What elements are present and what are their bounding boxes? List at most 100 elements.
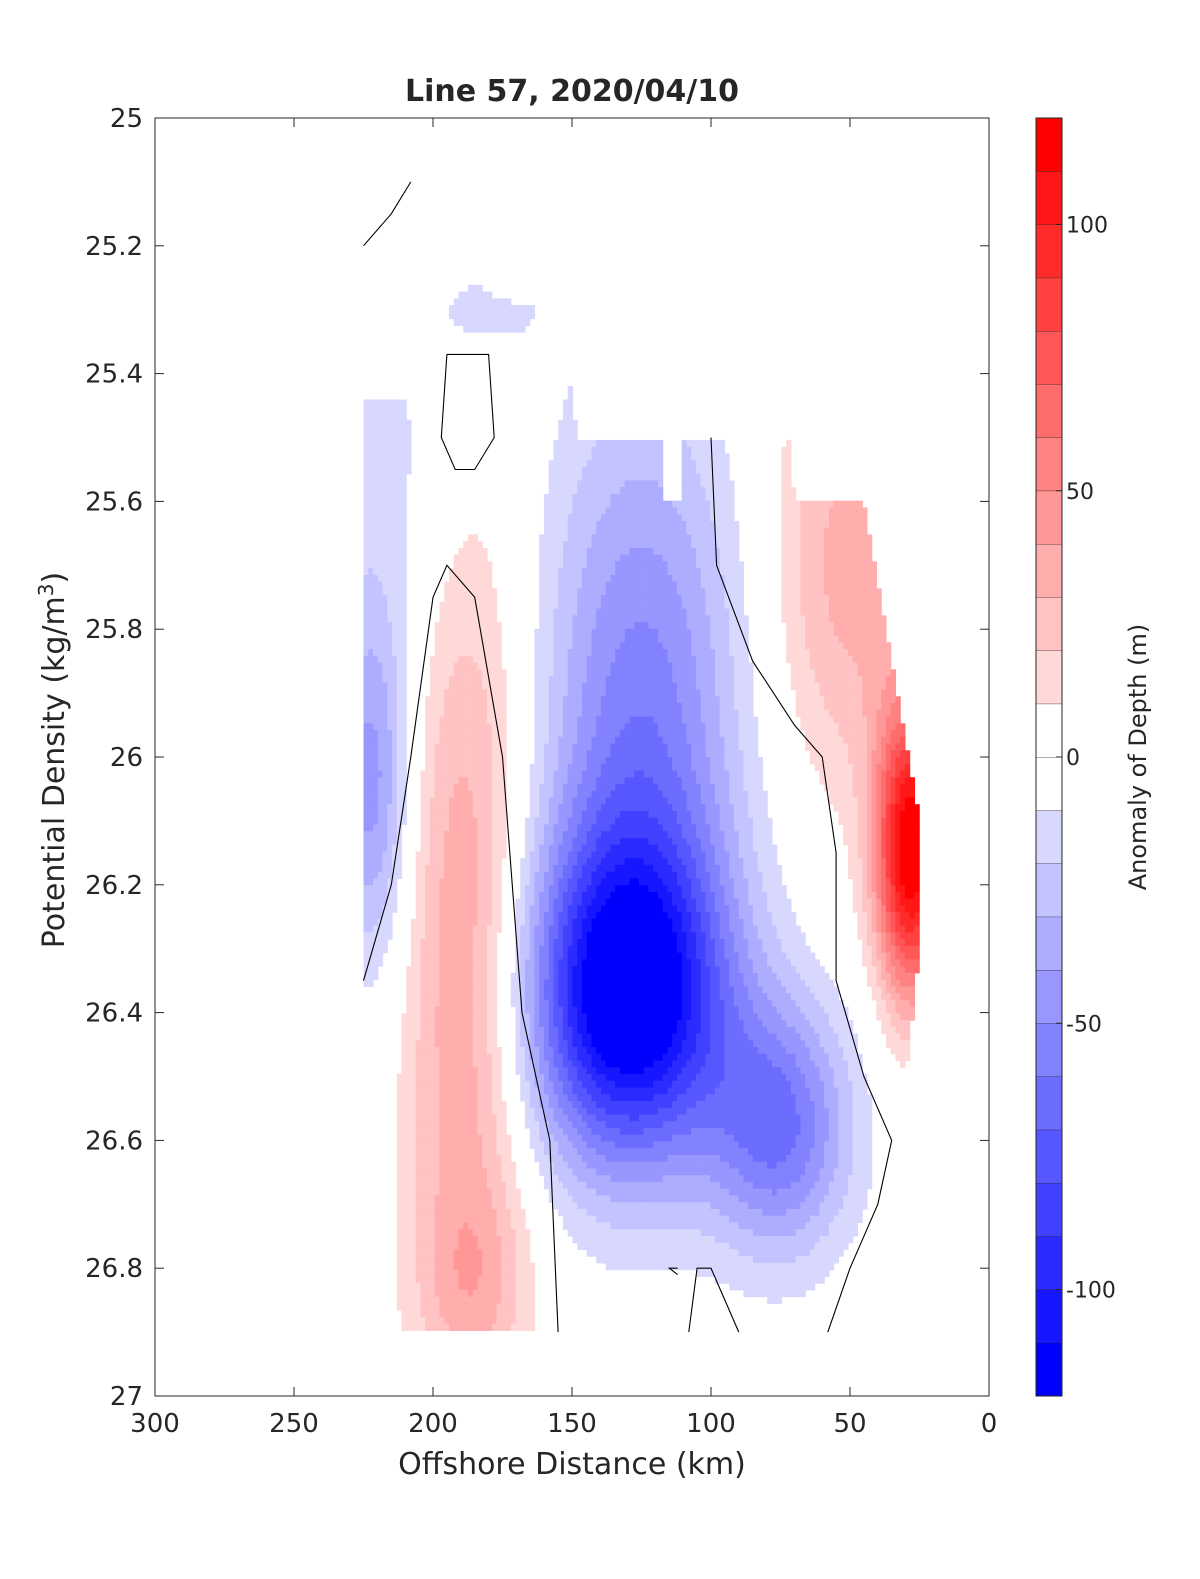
field-cell xyxy=(392,642,398,650)
field-cell xyxy=(382,601,388,610)
field-cell xyxy=(581,837,588,846)
field-cell xyxy=(420,1310,426,1318)
field-cell xyxy=(501,804,507,812)
field-cell xyxy=(392,810,398,819)
field-cell xyxy=(591,945,597,954)
field-cell xyxy=(534,676,540,684)
field-cell xyxy=(453,1020,460,1028)
field-cell xyxy=(596,1020,602,1028)
field-cell xyxy=(467,318,474,326)
field-cell xyxy=(505,1188,512,1197)
filled-contour-field xyxy=(363,284,920,1331)
field-cell xyxy=(600,1087,607,1095)
field-cell xyxy=(482,1316,488,1325)
field-cell xyxy=(406,1101,412,1109)
field-cell xyxy=(453,783,460,792)
field-cell xyxy=(382,534,388,542)
field-cell xyxy=(382,939,388,947)
field-cell xyxy=(491,1141,498,1149)
field-cell xyxy=(377,939,384,947)
field-cell xyxy=(596,790,602,799)
field-cell xyxy=(373,810,379,819)
field-cell xyxy=(467,851,474,859)
field-cell xyxy=(482,1168,488,1176)
field-cell xyxy=(444,851,450,859)
field-cell xyxy=(401,689,407,697)
field-cell xyxy=(448,311,455,320)
field-cell xyxy=(558,783,564,792)
field-cell xyxy=(453,939,460,947)
field-cell xyxy=(401,1316,407,1325)
field-cell xyxy=(439,1256,445,1264)
field-cell xyxy=(382,905,388,913)
field-cell xyxy=(591,507,597,515)
field-cell xyxy=(591,595,597,603)
field-cell xyxy=(429,689,436,697)
field-cell xyxy=(486,1235,493,1244)
field-cell xyxy=(515,1229,521,1237)
field-cell xyxy=(491,1114,498,1122)
field-cell xyxy=(373,709,379,718)
field-cell xyxy=(558,797,564,805)
field-cell xyxy=(520,871,526,880)
field-cell xyxy=(534,851,540,859)
field-cell xyxy=(572,709,578,718)
field-cell xyxy=(410,1256,417,1264)
field-cell xyxy=(482,804,488,812)
field-cell xyxy=(577,460,583,468)
field-cell xyxy=(553,824,559,832)
field-cell xyxy=(577,986,583,994)
field-cell xyxy=(387,743,393,751)
field-cell xyxy=(373,730,379,738)
field-cell xyxy=(458,999,464,1008)
field-cell xyxy=(558,999,564,1008)
field-cell xyxy=(596,770,602,778)
field-cell xyxy=(486,1087,493,1095)
field-cell xyxy=(491,588,498,596)
field-cell xyxy=(425,797,431,805)
field-cell xyxy=(472,534,479,542)
field-cell xyxy=(543,898,550,906)
field-cell xyxy=(420,891,426,900)
field-cell xyxy=(434,1114,441,1122)
field-cell xyxy=(567,399,574,407)
field-cell xyxy=(534,1107,540,1116)
field-cell xyxy=(558,1087,564,1095)
field-cell xyxy=(377,561,384,569)
field-cell xyxy=(368,635,374,643)
field-cell xyxy=(553,615,559,623)
field-cell xyxy=(596,858,602,866)
field-cell xyxy=(581,574,588,583)
field-cell xyxy=(562,783,569,792)
field-cell xyxy=(486,662,493,670)
field-cell xyxy=(387,777,393,785)
field-cell xyxy=(548,939,555,947)
field-cell xyxy=(425,1202,431,1210)
field-cell xyxy=(486,655,493,664)
field-cell xyxy=(387,615,393,623)
field-cell xyxy=(524,864,531,873)
field-cell xyxy=(444,777,450,785)
field-cell xyxy=(572,1013,578,1021)
field-cell xyxy=(596,1168,602,1176)
field-cell xyxy=(596,689,602,697)
field-cell xyxy=(515,1040,521,1048)
field-cell xyxy=(482,1208,488,1217)
field-cell xyxy=(392,709,398,718)
field-cell xyxy=(529,763,536,772)
field-cell xyxy=(368,662,374,670)
field-cell xyxy=(382,574,388,583)
field-cell xyxy=(415,979,422,987)
field-cell xyxy=(434,851,441,859)
field-cell xyxy=(425,1256,431,1264)
field-cell xyxy=(581,763,588,772)
field-cell xyxy=(477,1121,483,1129)
field-cell xyxy=(448,588,455,596)
field-cell xyxy=(600,912,607,920)
field-cell xyxy=(491,1235,498,1244)
field-cell xyxy=(463,837,469,846)
field-cell xyxy=(543,1067,550,1075)
field-cell xyxy=(581,500,588,509)
field-cell xyxy=(453,588,460,596)
field-cell xyxy=(396,527,403,536)
